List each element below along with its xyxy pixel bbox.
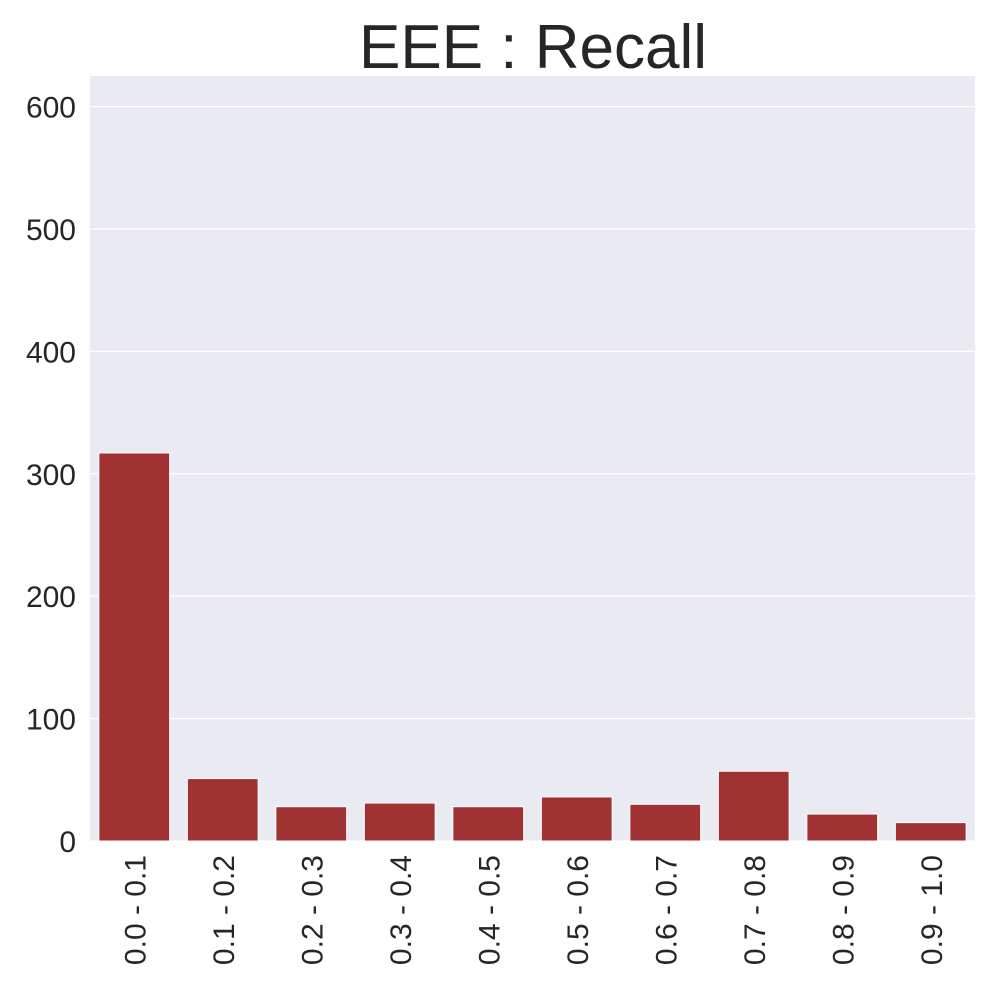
x-tick-label: 0.5 - 0.6 — [562, 855, 595, 965]
y-tick-label: 600 — [26, 92, 76, 125]
x-tick-label: 0.7 - 0.8 — [739, 855, 772, 965]
x-tick-label: 0.4 - 0.5 — [473, 855, 506, 965]
x-axis-ticks: 0.0 - 0.1 0.1 - 0.2 0.2 - 0.3 0.3 - 0.4 0.4 … — [119, 855, 949, 965]
bar — [540, 796, 613, 842]
bar — [629, 803, 702, 842]
bar — [894, 822, 967, 842]
bar — [452, 806, 525, 842]
bar — [717, 770, 790, 842]
x-tick-label: 0.3 - 0.4 — [385, 855, 418, 965]
y-tick-label: 300 — [26, 459, 76, 492]
y-tick-label: 500 — [26, 214, 76, 247]
y-tick-label: 400 — [26, 336, 76, 369]
plot-area — [90, 76, 975, 841]
x-tick-label: 0.1 - 0.2 — [208, 855, 241, 965]
bar — [186, 778, 259, 842]
y-axis-ticks: 0 100 200 300 400 500 600 — [26, 92, 76, 859]
chart-title: EEE : Recall — [359, 13, 707, 82]
bar — [275, 806, 348, 842]
x-tick-label: 0.0 - 0.1 — [119, 855, 152, 965]
bars — [98, 452, 967, 842]
x-tick-label: 0.8 - 0.9 — [827, 855, 860, 965]
y-tick-label: 0 — [59, 826, 76, 859]
bar — [363, 802, 436, 842]
x-tick-label: 0.2 - 0.3 — [296, 855, 329, 965]
bar — [98, 452, 171, 842]
bar — [806, 813, 879, 842]
x-tick-label: 0.9 - 1.0 — [916, 855, 949, 965]
y-tick-label: 200 — [26, 581, 76, 614]
gridlines — [90, 105, 975, 842]
x-tick-label: 0.6 - 0.7 — [650, 855, 683, 965]
y-tick-label: 100 — [26, 704, 76, 737]
